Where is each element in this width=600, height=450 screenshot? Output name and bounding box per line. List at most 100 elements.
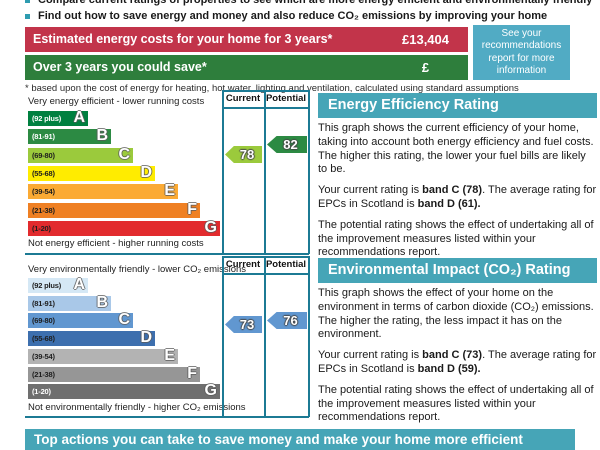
energy-bottom-label: Not energy efficient - higher running co…: [28, 238, 204, 249]
co2-potential-value: 76: [283, 313, 298, 328]
band-letter: C: [118, 145, 130, 163]
chart-grid-line: [222, 273, 309, 275]
chart-grid-line: [308, 256, 310, 417]
band-range: (21-38): [32, 205, 55, 215]
costs-row: Estimated energy costs for your home for…: [25, 27, 468, 52]
energy-panel-title: Energy Efficiency Rating: [318, 93, 597, 118]
potential-column-header: Potential: [265, 259, 307, 270]
band-range: (1-20): [32, 387, 51, 397]
co2-potential-arrow: 76: [267, 312, 307, 329]
energy-band-A: (92 plus) A: [28, 109, 88, 126]
cost-footnote: * based upon the cost of energy for heat…: [25, 83, 519, 94]
band-range: (69-80): [32, 150, 55, 160]
text-segment: Your current rating is: [318, 349, 423, 362]
average-rating-bold: band D (61).: [417, 197, 481, 210]
energy-top-label: Very energy efficient - lower running co…: [28, 96, 205, 107]
energy-panel-body: This graph shows the current efficiency …: [318, 122, 598, 267]
bullet-square-icon: [25, 0, 30, 3]
text-segment: . The average rating for EPCs in Scotlan…: [318, 184, 597, 210]
energy-potential-value: 82: [283, 137, 298, 152]
co2-top-label: Very environmentally friendly - lower CO…: [28, 264, 247, 275]
band-letter: G: [204, 218, 217, 236]
co2-panel-body: This graph shows the effect of your home…: [318, 287, 598, 432]
band-range: (69-80): [32, 316, 55, 326]
band-letter: D: [140, 163, 152, 181]
band-range: (21-38): [32, 369, 55, 379]
savings-row-label: Over 3 years you could save*: [25, 55, 388, 80]
text-segment: . The average rating for EPCs in Scotlan…: [318, 349, 597, 375]
band-letter: A: [73, 276, 85, 293]
band-letter: G: [204, 382, 217, 400]
chart-grid-line: [264, 90, 266, 254]
band-range: (81-91): [32, 298, 55, 308]
co2-impact-chart: Very environmentally friendly - lower CO…: [25, 256, 316, 418]
co2-band-E: (39-54) E: [28, 346, 178, 364]
co2-paragraph-3: The potential rating shows the effect of…: [318, 383, 594, 424]
current-rating-bold: band C (78): [422, 184, 483, 197]
chart-grid-line: [222, 90, 224, 254]
energy-band-B: (81-91) B: [28, 127, 111, 145]
band-letter: A: [73, 109, 85, 126]
co2-paragraph-1: This graph shows the effect of your home…: [318, 287, 594, 341]
co2-band-G: (1-20) G: [28, 382, 220, 400]
top-actions-banner: Top actions you can take to save money a…: [25, 429, 575, 450]
co2-current-arrow: 73: [225, 316, 262, 333]
band-letter: E: [164, 346, 175, 364]
energy-band-E: (39-54) E: [28, 182, 178, 200]
co2-band-B: (81-91) B: [28, 293, 111, 311]
intro-bullet-list: Compare current ratings of properties to…: [25, 0, 592, 25]
co2-band-F: (21-38) F: [28, 364, 200, 382]
potential-column-header: Potential: [265, 93, 307, 104]
band-letter: C: [118, 311, 130, 329]
savings-row: Over 3 years you could save* £: [25, 55, 468, 80]
text-segment: Your current rating is: [318, 184, 423, 197]
band-letter: B: [96, 127, 108, 145]
chart-grid-line: [222, 256, 309, 258]
chart-grid-line: [308, 90, 310, 254]
costs-row-value: £13,404: [383, 27, 468, 52]
co2-band-C: (69-80) C: [28, 311, 133, 329]
band-letter: F: [187, 364, 197, 382]
band-letter: F: [187, 200, 197, 218]
co2-paragraph-2: Your current rating is band C (73). The …: [318, 349, 598, 377]
average-rating-bold: band D (59).: [417, 362, 481, 375]
bullet-text: Compare current ratings of properties to…: [38, 0, 593, 6]
co2-band-A: (92 plus) A: [28, 276, 88, 293]
band-range: (92 plus): [32, 114, 62, 123]
energy-efficiency-chart: Very energy efficient - lower running co…: [25, 90, 316, 255]
band-range: (1-20): [32, 223, 51, 233]
co2-current-value: 73: [239, 317, 255, 332]
band-range: (55-68): [32, 168, 55, 178]
energy-current-value: 78: [239, 147, 255, 162]
bullet-text: Find out how to save energy and money an…: [38, 10, 548, 22]
current-column-header: Current: [225, 93, 261, 104]
band-letter: E: [164, 182, 175, 200]
energy-current-arrow: 78: [225, 146, 262, 163]
energy-potential-arrow: 82: [267, 136, 307, 153]
bullet-item: Find out how to save energy and money an…: [25, 9, 585, 24]
band-range: (39-54): [32, 351, 55, 361]
costs-row-label: Estimated energy costs for your home for…: [25, 27, 388, 52]
energy-paragraph-3: The potential rating shows the effect of…: [318, 218, 594, 259]
savings-row-value: £: [383, 55, 468, 80]
bullet-item: Compare current ratings of properties to…: [25, 0, 592, 8]
energy-band-F: (21-38) F: [28, 200, 200, 218]
chart-grid-line: [222, 90, 309, 92]
energy-band-C: (69-80) C: [28, 145, 133, 163]
band-range: (39-54): [32, 187, 55, 197]
chart-grid-line: [222, 107, 309, 109]
band-range: (81-91): [32, 132, 55, 142]
band-range: (55-68): [32, 334, 55, 344]
chart-bottom-border: [25, 253, 309, 255]
recommendations-info-cell: See your recommendations report for more…: [473, 25, 570, 80]
energy-paragraph-2: Your current rating is band C (78). The …: [318, 184, 598, 212]
energy-band-G: (1-20) G: [28, 218, 220, 236]
current-column-header: Current: [225, 259, 261, 270]
chart-bottom-border: [25, 416, 309, 418]
chart-grid-line: [264, 256, 266, 417]
band-letter: B: [96, 293, 108, 311]
co2-band-D: (55-68) D: [28, 329, 155, 347]
chart-grid-line: [222, 256, 224, 417]
co2-bottom-label: Not environmentally friendly - higher CO…: [28, 402, 246, 413]
